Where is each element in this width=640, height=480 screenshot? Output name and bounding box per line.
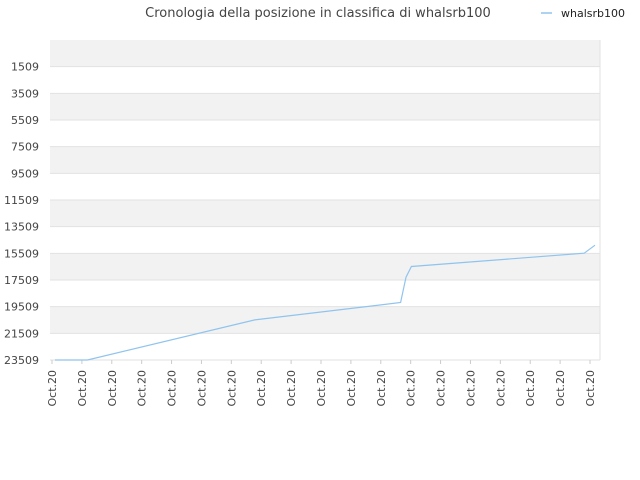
legend-label: whalsrb100 bbox=[561, 7, 625, 20]
legend[interactable]: whalsrb100 bbox=[541, 7, 625, 20]
x-tick-label: Oct.20 bbox=[225, 370, 238, 407]
plot-band bbox=[50, 306, 600, 334]
x-tick-label: Oct.20 bbox=[435, 370, 448, 407]
plot-band bbox=[50, 226, 600, 254]
plot-band bbox=[50, 120, 600, 147]
x-tick-label: Oct.20 bbox=[166, 370, 179, 407]
x-tick-label: Oct.20 bbox=[584, 370, 597, 407]
y-tick-label: 1509 bbox=[11, 61, 39, 74]
y-tick-label: 13509 bbox=[4, 221, 39, 234]
y-tick-label: 17509 bbox=[4, 274, 39, 287]
x-tick-label: Oct.20 bbox=[494, 370, 507, 407]
x-tick-label: Oct.20 bbox=[76, 370, 89, 407]
plot-band bbox=[50, 173, 600, 200]
plot-band bbox=[50, 200, 600, 227]
x-tick-label: Oct.20 bbox=[106, 370, 119, 407]
plot-band bbox=[50, 280, 600, 307]
x-tick-label: Oct.20 bbox=[554, 370, 567, 407]
x-tick-label: Oct.20 bbox=[46, 370, 59, 407]
series-layer bbox=[55, 244, 596, 361]
plot-band bbox=[50, 93, 600, 120]
y-tick-label: 5509 bbox=[11, 114, 39, 127]
x-tick-label: Oct.20 bbox=[464, 370, 477, 407]
y-tick-label: 15509 bbox=[4, 247, 39, 260]
x-tick-label: Oct.20 bbox=[345, 370, 358, 407]
x-tick-label: Oct.20 bbox=[255, 370, 268, 407]
x-axis: Oct.20 Oct.20 Oct.20 Oct.20 Oct.20 Oct.20 Oct.… bbox=[46, 360, 597, 407]
x-tick-label: Oct.20 bbox=[315, 370, 328, 407]
x-tick-label: Oct.20 bbox=[375, 370, 388, 407]
x-tick-label: Oct.20 bbox=[285, 370, 298, 407]
plot-band bbox=[50, 146, 600, 174]
y-tick-label: 11509 bbox=[4, 194, 39, 207]
x-tick-label: Oct.20 bbox=[524, 370, 537, 407]
y-tick-label: 21509 bbox=[4, 327, 39, 340]
y-tick-label: 9509 bbox=[11, 167, 39, 180]
x-tick-label: Oct.20 bbox=[405, 370, 418, 407]
x-tick-label: Oct.20 bbox=[195, 370, 208, 407]
plot-band bbox=[50, 40, 600, 67]
chart-title: Cronologia della posizione in classifica… bbox=[145, 6, 491, 21]
y-tick-label: 23509 bbox=[4, 354, 39, 367]
plot-band bbox=[50, 333, 600, 360]
grid-lines bbox=[50, 40, 601, 361]
y-tick-label: 7509 bbox=[11, 141, 39, 154]
series-line bbox=[55, 244, 596, 361]
y-axis: 1509 3509 5509 7509 9509 11509 13509 15509 17509… bbox=[4, 61, 39, 367]
y-tick-label: 19509 bbox=[4, 301, 39, 314]
plot-band bbox=[50, 253, 600, 280]
plot-background bbox=[50, 40, 600, 360]
y-tick-label: 3509 bbox=[11, 87, 39, 100]
plot-band bbox=[50, 66, 600, 94]
x-tick-label: Oct.20 bbox=[136, 370, 149, 407]
